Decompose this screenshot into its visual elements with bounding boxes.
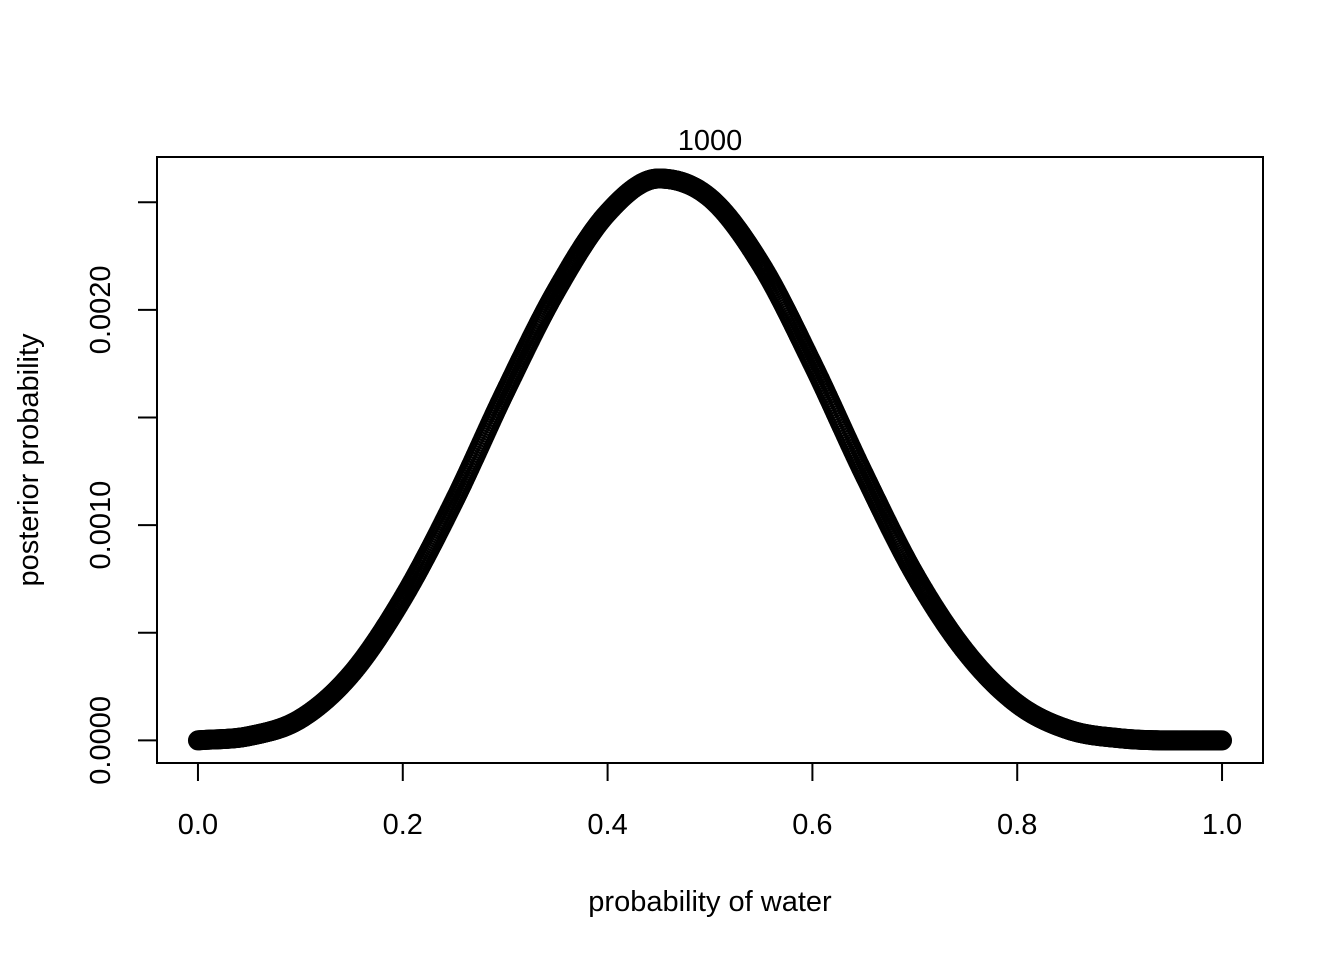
y-tick-label: 0.0010 — [85, 481, 117, 570]
y-tick-label: 0.0020 — [85, 265, 117, 354]
y-axis-label: posterior probability — [13, 333, 45, 587]
x-tick-label: 0.4 — [587, 809, 627, 841]
x-tick-label: 0.6 — [792, 809, 832, 841]
x-tick-label: 0.0 — [178, 809, 218, 841]
x-axis: 0.0 0.2 0.4 0.6 0.8 1.0 — [178, 762, 1242, 841]
x-tick-label: 1.0 — [1202, 809, 1242, 841]
y-tick-label: 0.0000 — [85, 696, 117, 785]
chart-title: 1000 — [678, 125, 743, 157]
x-tick-label: 0.2 — [383, 809, 423, 841]
x-tick-label: 0.8 — [997, 809, 1037, 841]
plot-frame — [156, 156, 1264, 764]
y-axis: 0.0000 0.0010 0.0020 — [85, 201, 158, 785]
data-point — [1212, 730, 1233, 751]
data-series — [187, 168, 1233, 751]
x-axis-label: probability of water — [588, 886, 832, 918]
